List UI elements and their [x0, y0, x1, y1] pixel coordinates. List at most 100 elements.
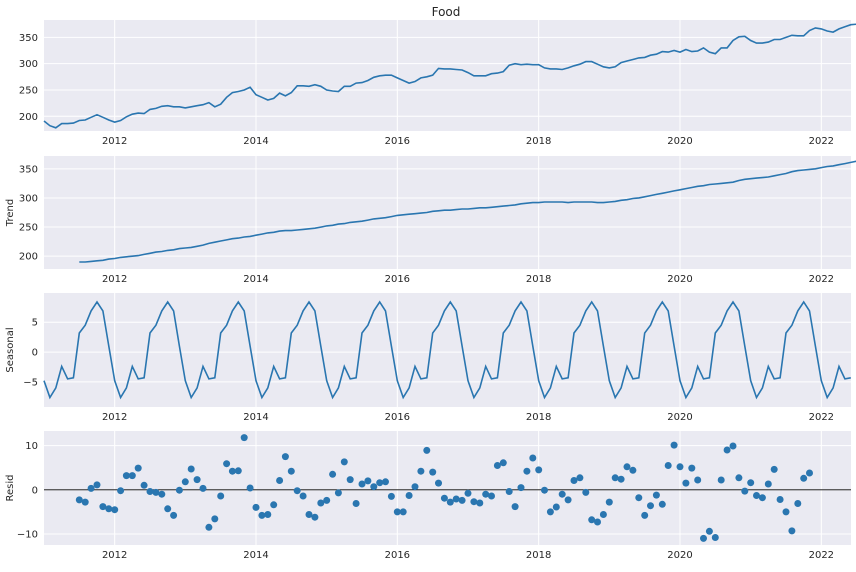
resid-point	[594, 518, 601, 526]
resid-point	[346, 476, 354, 484]
x-tick-label: 2014	[243, 550, 268, 561]
x-tick-label: 2022	[809, 274, 834, 285]
resid-point	[105, 505, 113, 513]
resid-point	[552, 503, 560, 511]
resid-point	[482, 490, 490, 498]
resid-point	[75, 496, 83, 504]
resid-point	[417, 467, 425, 475]
resid-point	[806, 469, 813, 477]
resid-point	[423, 446, 431, 454]
resid-point	[134, 464, 142, 472]
x-tick-label: 2016	[385, 550, 410, 561]
resid-point	[664, 462, 672, 469]
resid-point	[493, 462, 501, 469]
resid-point	[211, 515, 219, 523]
resid-point	[122, 472, 130, 480]
resid-point	[800, 474, 808, 482]
x-tick-label: 2012	[102, 136, 127, 147]
x-tick-label: 2020	[667, 136, 692, 147]
resid-point	[670, 441, 678, 449]
resid-point	[217, 492, 225, 500]
y-tick-label: 200	[19, 112, 38, 123]
resid-point	[753, 492, 760, 499]
resid-point	[488, 492, 495, 500]
resid-point	[729, 442, 737, 450]
resid-point	[458, 496, 466, 504]
x-tick-label: 2018	[526, 412, 551, 423]
resid-point	[782, 508, 790, 516]
resid-point	[711, 534, 719, 541]
resid-point	[464, 489, 472, 497]
resid-point	[546, 508, 554, 516]
resid-point	[723, 446, 731, 454]
resid-point	[317, 499, 325, 507]
resid-point	[794, 500, 802, 507]
resid-point	[764, 480, 772, 488]
panel-resid: 2012 2014 2016 2018 2020 2022 −10 0 10 Resid	[5, 431, 851, 561]
resid-point	[676, 463, 684, 471]
resid-point	[599, 511, 607, 518]
resid-point	[523, 467, 531, 475]
resid-point	[635, 494, 643, 502]
resid-point	[382, 478, 389, 486]
resid-point	[281, 453, 289, 461]
resid-point	[605, 498, 613, 506]
resid-point	[376, 479, 384, 487]
resid-point	[352, 500, 360, 507]
resid-point	[735, 474, 743, 482]
resid-point	[240, 434, 248, 442]
resid-point	[205, 523, 213, 531]
resid-point	[788, 527, 796, 535]
resid-point	[741, 487, 749, 495]
y-axis-label: Trend	[5, 199, 16, 227]
x-tick-label: 2016	[385, 412, 410, 423]
panel-trend: 2012 2014 2016 2018 2020 2022 200 250 300 350 Tren…	[5, 156, 856, 285]
resid-point	[305, 511, 313, 518]
resid-point	[340, 458, 348, 466]
x-tick-label: 2022	[809, 412, 834, 423]
y-tick-label: 350	[19, 33, 38, 44]
x-tick-label: 2014	[243, 274, 268, 285]
resid-point	[358, 480, 366, 488]
resid-point	[364, 477, 372, 485]
y-axis-label: Resid	[5, 475, 16, 502]
resid-point	[747, 479, 755, 487]
resid-point	[164, 505, 172, 513]
y-tick-label: 10	[25, 441, 38, 452]
y-tick-label: 250	[19, 223, 38, 234]
plot-area	[44, 156, 851, 269]
y-tick-label: 300	[19, 59, 38, 70]
resid-point	[187, 465, 195, 473]
resid-point	[541, 486, 548, 494]
resid-point	[152, 488, 160, 496]
figure-title: Food	[432, 5, 461, 19]
plot-area	[44, 293, 851, 407]
resid-point	[87, 484, 95, 492]
resid-point	[652, 491, 660, 499]
resid-point	[234, 467, 242, 475]
resid-point	[617, 475, 625, 483]
resid-point	[223, 460, 231, 468]
series-line-observed	[43, 23, 856, 129]
resid-point	[287, 467, 295, 475]
x-tick-label: 2014	[243, 136, 268, 147]
panel-seasonal: 2012 2014 2016 2018 2020 2022 −5 0 5 Seasonal	[5, 293, 851, 423]
x-tick-label: 2012	[102, 412, 127, 423]
resid-point	[117, 487, 125, 495]
resid-point	[564, 496, 572, 504]
resid-point	[181, 478, 189, 486]
resid-point	[623, 463, 631, 471]
x-tick-label: 2020	[667, 274, 692, 285]
resid-point	[387, 492, 395, 500]
resid-point	[264, 511, 272, 518]
resid-point	[435, 479, 442, 487]
x-tick-label: 2022	[809, 136, 834, 147]
x-tick-label: 2016	[385, 274, 410, 285]
resid-point	[758, 494, 766, 502]
x-tick-label: 2014	[243, 412, 268, 423]
resid-point	[682, 479, 690, 487]
resid-point	[246, 484, 254, 492]
resid-point	[611, 474, 619, 482]
resid-point	[529, 454, 537, 462]
